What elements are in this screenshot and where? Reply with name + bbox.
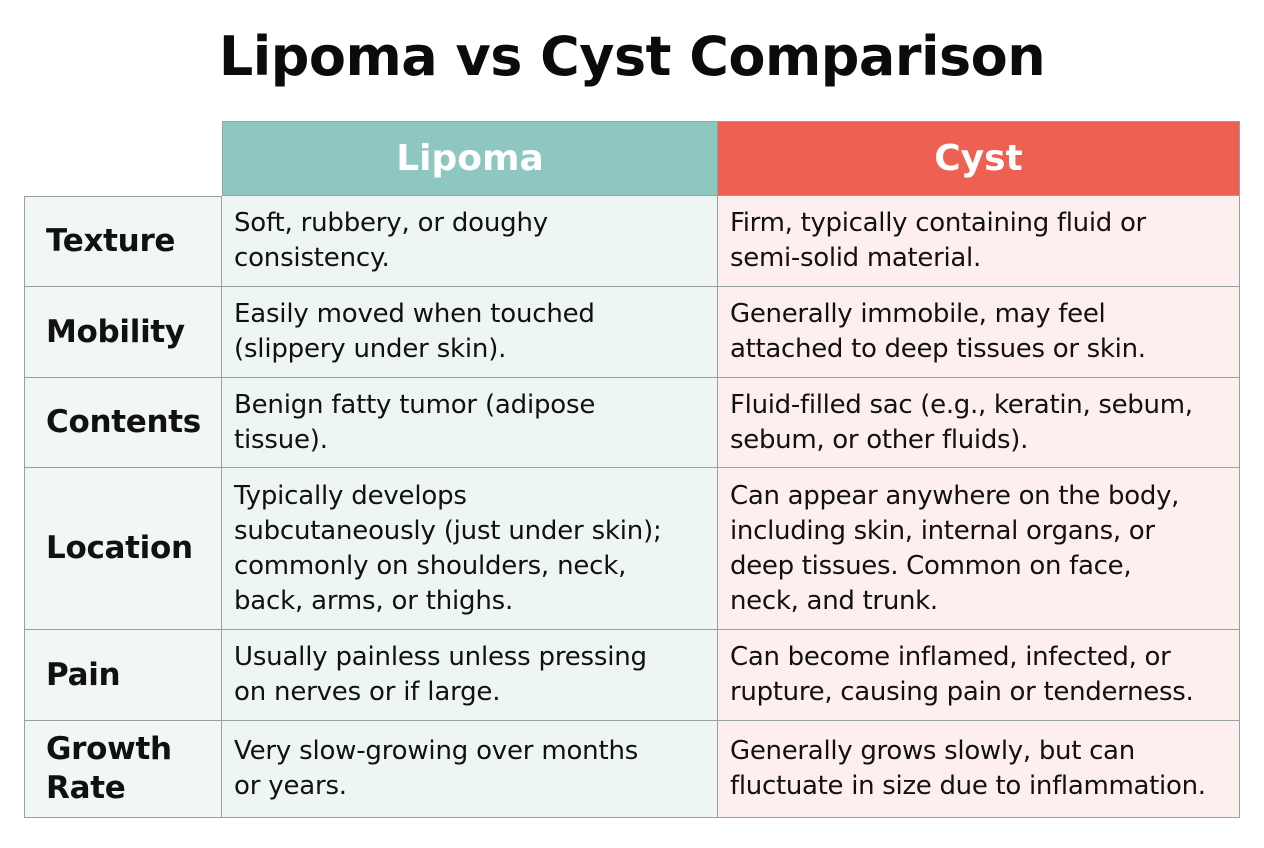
cell-cyst-location: Can appear anywhere on the body, includi… bbox=[718, 468, 1240, 630]
column-header-cyst: Cyst bbox=[718, 121, 1240, 196]
cell-text: Generally immobile, may feel attached to… bbox=[730, 299, 1146, 364]
cell-lipoma-mobility: Easily moved when touched (slippery unde… bbox=[222, 287, 718, 378]
row-label-mobility: Mobility bbox=[24, 287, 222, 378]
row-label-text: Pain bbox=[46, 656, 121, 693]
column-header-lipoma: Lipoma bbox=[222, 121, 718, 196]
cell-cyst-growth-rate: Generally grows slowly, but can fluctuat… bbox=[718, 721, 1240, 818]
cell-text: Soft, rubbery, or doughy consistency. bbox=[234, 208, 548, 273]
cell-lipoma-growth-rate: Very slow-growing over months or years. bbox=[222, 721, 718, 818]
row-label-text: Texture bbox=[46, 223, 176, 259]
cell-lipoma-pain: Usually painless unless pressing on nerv… bbox=[222, 630, 718, 721]
cell-text: Usually painless unless pressing on nerv… bbox=[234, 642, 647, 707]
cell-cyst-mobility: Generally immobile, may feel attached to… bbox=[718, 287, 1240, 378]
row-label-pain: Pain bbox=[24, 630, 222, 721]
cell-text: Very slow-growing over months or years. bbox=[234, 736, 639, 801]
cell-text: Can become inflamed, infected, or ruptur… bbox=[730, 642, 1194, 707]
cell-lipoma-contents: Benign fatty tumor (adipose tissue). bbox=[222, 378, 718, 468]
cell-cyst-pain: Can become inflamed, infected, or ruptur… bbox=[718, 630, 1240, 721]
cell-text: Benign fatty tumor (adipose tissue). bbox=[234, 389, 596, 455]
cell-lipoma-location: Typically develops subcutaneously (just … bbox=[222, 468, 718, 630]
cell-text: Firm, typically containing fluid or semi… bbox=[730, 208, 1146, 273]
cell-text: Easily moved when touched (slippery unde… bbox=[234, 299, 595, 364]
cell-text: Generally grows slowly, but can fluctuat… bbox=[730, 736, 1206, 801]
cell-text: Typically develops subcutaneously (just … bbox=[234, 480, 662, 616]
row-label-text: Location bbox=[46, 530, 193, 566]
comparison-table: Lipoma Cyst Texture Soft, rubbery, or do… bbox=[24, 121, 1240, 818]
page-title: Lipoma vs Cyst Comparison bbox=[218, 25, 1046, 88]
cell-text: Fluid-filled sac (e.g., keratin, sebum, … bbox=[730, 389, 1193, 455]
row-label-growth-rate: Growth Rate bbox=[24, 721, 222, 818]
row-label-text: Mobility bbox=[46, 313, 185, 350]
cell-cyst-contents: Fluid-filled sac (e.g., keratin, sebum, … bbox=[718, 378, 1240, 468]
row-label-texture: Texture bbox=[24, 196, 222, 287]
row-label-location: Location bbox=[24, 468, 222, 630]
row-label-contents: Contents bbox=[24, 378, 222, 468]
cell-lipoma-texture: Soft, rubbery, or doughy consistency. bbox=[222, 196, 718, 287]
cell-text: Can appear anywhere on the body, includi… bbox=[730, 480, 1180, 616]
row-label-text: Growth Rate bbox=[46, 731, 172, 806]
row-label-text: Contents bbox=[46, 404, 201, 440]
cell-cyst-texture: Firm, typically containing fluid or semi… bbox=[718, 196, 1240, 287]
table-corner bbox=[24, 121, 222, 196]
